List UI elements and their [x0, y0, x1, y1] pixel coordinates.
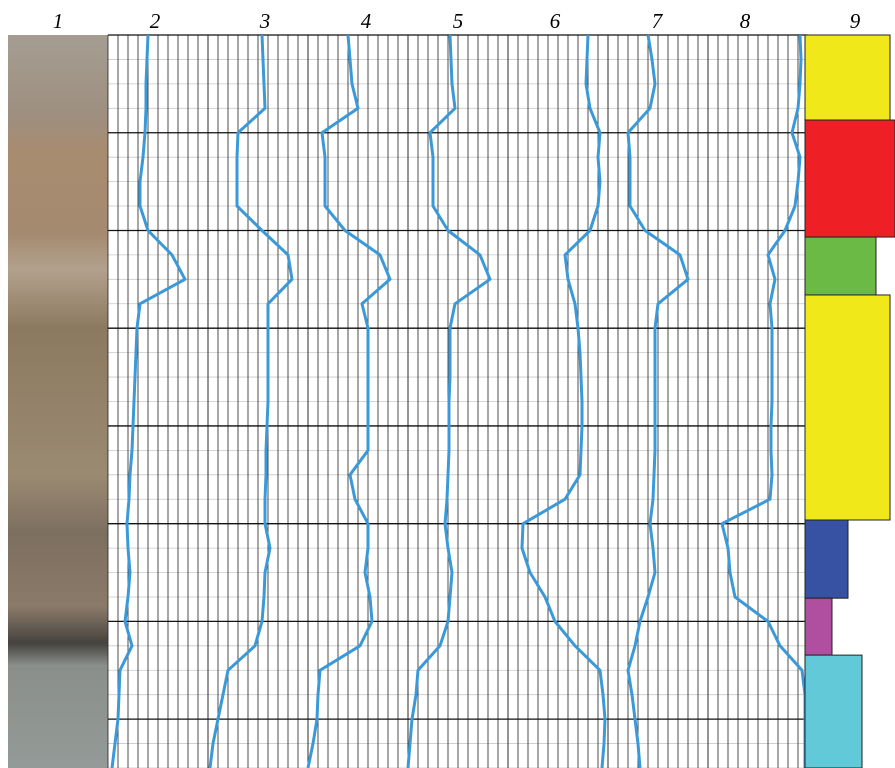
- well-log-figure: 1 2 3 4 5 6 7 8 9: [0, 0, 895, 768]
- lithology-block: [805, 237, 876, 295]
- lithology-block: [805, 295, 890, 520]
- lithology-block: [805, 655, 862, 768]
- column-label: 2: [150, 9, 161, 33]
- column-label: 7: [652, 9, 664, 33]
- column-label: 6: [550, 9, 561, 33]
- column-label: 5: [453, 9, 464, 33]
- lithology-block: [805, 520, 848, 598]
- column-label: 9: [850, 9, 861, 33]
- column-label: 4: [361, 9, 372, 33]
- lithology-block: [805, 35, 890, 120]
- column-label: 3: [259, 9, 271, 33]
- column-label: 8: [740, 9, 751, 33]
- lithology-block: [805, 598, 832, 655]
- column-label: 1: [53, 9, 64, 33]
- core-photo: [8, 35, 108, 768]
- lithology-block: [805, 120, 895, 237]
